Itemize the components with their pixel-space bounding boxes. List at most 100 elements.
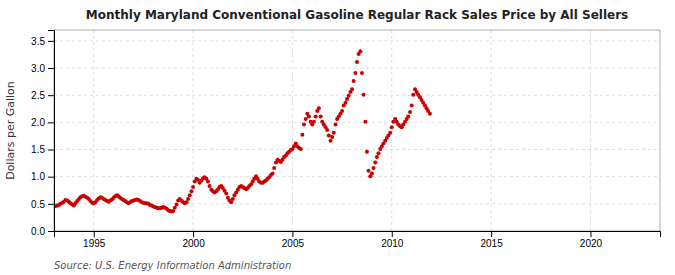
y-tick-mark (48, 41, 54, 42)
point (325, 128, 329, 132)
point (332, 131, 336, 135)
point (352, 79, 356, 83)
y-tick: 0.5 (31, 199, 54, 210)
y-tick-mark (48, 68, 54, 69)
grid-line (292, 30, 293, 231)
point (371, 166, 375, 170)
point (428, 112, 432, 116)
y-tick-mark (48, 204, 54, 205)
y-tick-label: 3.0 (31, 63, 45, 74)
x-tick: 2010 (381, 231, 404, 249)
point (350, 87, 354, 91)
x-tick: 2005 (282, 231, 305, 249)
point (373, 161, 377, 165)
y-tick-label: 2.5 (31, 90, 45, 101)
point (408, 110, 412, 114)
title: Monthly Maryland Conventional Gasoline R… (86, 8, 628, 22)
plot-frame (54, 30, 660, 231)
point (299, 147, 303, 151)
point (376, 151, 380, 155)
x-axis: 1995 2000 2005 2010 2015 2020 (55, 231, 661, 249)
point (355, 60, 359, 64)
grid-line (590, 30, 591, 231)
point (367, 169, 371, 173)
point (208, 184, 212, 188)
point (189, 189, 193, 193)
points (54, 49, 432, 213)
chart: 1995 2000 2005 2010 2015 2020 0.0 0.5 1.0 1.5 2.0 2… (0, 0, 675, 275)
point (390, 125, 394, 129)
x-tick-mark (590, 231, 591, 237)
point (317, 106, 321, 110)
point (330, 135, 334, 139)
x-tick-label: 2020 (580, 238, 603, 249)
point (206, 180, 210, 184)
grid-line (54, 68, 660, 69)
y-tick-label: 0.5 (31, 199, 45, 210)
y-tick-label: 3.5 (31, 36, 45, 47)
x-tick-mark (292, 231, 293, 237)
x-tick-mark (491, 231, 492, 237)
point (340, 109, 344, 113)
x-tick-mark (392, 231, 393, 237)
point (186, 197, 190, 201)
y-tick-label: 0.0 (31, 226, 45, 237)
x-tick-label: 2010 (381, 238, 404, 249)
y-tick: 1.5 (31, 144, 54, 155)
point (343, 101, 347, 105)
point (312, 120, 316, 124)
y-tick: 0.0 (31, 226, 54, 237)
point (307, 114, 311, 118)
grid-line (491, 30, 492, 231)
point (272, 166, 276, 170)
y-axis-title: Dollars per Gallon (4, 81, 17, 180)
y-tick-mark (48, 177, 54, 178)
point (271, 171, 275, 175)
y-tick-mark (48, 150, 54, 151)
y-tick-label: 1.5 (31, 144, 45, 155)
grid-line (391, 30, 392, 231)
x-tick: 2000 (182, 231, 205, 249)
y-tick: 2.5 (31, 90, 54, 101)
grid-line (54, 176, 660, 177)
point (224, 192, 228, 196)
point (347, 94, 351, 98)
grid-line (54, 122, 660, 123)
y-tick-label: 2.0 (31, 117, 45, 128)
y-axis-line (48, 31, 55, 232)
point (302, 123, 306, 127)
y-tick-mark (48, 95, 54, 96)
point (314, 114, 318, 118)
y-tick-label: 1.0 (31, 171, 45, 182)
x-tick: 2020 (580, 231, 603, 249)
point (388, 131, 392, 135)
x-tick-label: 1995 (83, 238, 106, 249)
grid-line (54, 95, 660, 96)
point (319, 114, 323, 118)
point (360, 71, 364, 75)
grid (54, 30, 660, 231)
point (300, 133, 304, 137)
point (411, 93, 415, 97)
y-tick: 3.5 (31, 36, 54, 47)
point (362, 93, 366, 97)
point (304, 117, 308, 121)
y-tick-mark (48, 231, 54, 232)
point (358, 49, 362, 53)
point (353, 71, 357, 75)
point (365, 150, 369, 154)
x-tick-label: 2005 (282, 238, 305, 249)
y-tick: 2.0 (31, 117, 54, 128)
point (410, 104, 414, 108)
x-tick: 2015 (480, 231, 503, 249)
x-tick-label: 2000 (182, 238, 205, 249)
point (175, 202, 179, 206)
x-tick: 1995 (83, 231, 106, 249)
y-tick: 3.0 (31, 63, 54, 74)
point (363, 120, 367, 124)
x-axis-line (55, 232, 661, 238)
y-axis: 0.0 0.5 1.0 1.5 2.0 2.5 3.0 3.5 (31, 31, 54, 237)
x-tick-mark (193, 231, 194, 237)
y-tick: 1.0 (31, 171, 54, 182)
point (231, 197, 235, 201)
